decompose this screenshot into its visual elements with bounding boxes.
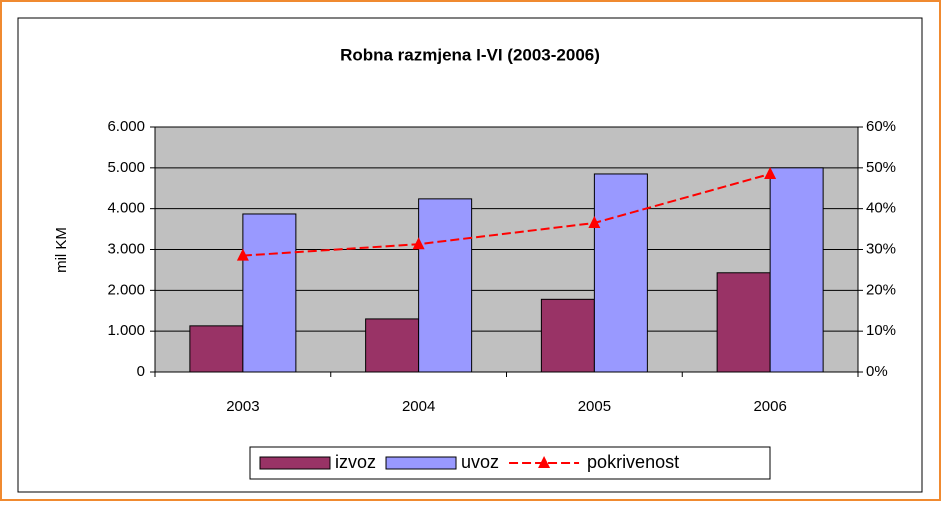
legend-swatch	[385, 456, 457, 470]
legend-marker	[538, 456, 551, 468]
y-tick-label: 2.000	[107, 281, 145, 298]
bar	[716, 272, 771, 373]
y2-tick-label: 0%	[866, 363, 888, 380]
y2-tick-label: 10%	[866, 322, 896, 339]
legend-swatch	[259, 456, 331, 470]
y2-tick-label: 30%	[866, 240, 896, 257]
x-tick-label: 2005	[578, 398, 611, 415]
bar	[418, 198, 473, 373]
y-tick-label: 3.000	[107, 240, 145, 257]
y2-tick-label: 40%	[866, 200, 896, 217]
y-axis-label: mil KM	[53, 227, 70, 273]
y-tick-label: 1.000	[107, 322, 145, 339]
legend-label: pokrivenost	[587, 452, 679, 472]
chart-title: Robna razmjena I-VI (2003-2006)	[340, 45, 600, 64]
marker	[412, 237, 425, 250]
bar	[540, 298, 595, 373]
x-tick-label: 2003	[226, 398, 259, 415]
y2-tick-label: 20%	[866, 281, 896, 298]
marker	[764, 166, 777, 179]
legend-label: uvoz	[461, 452, 499, 472]
y2-tick-label: 50%	[866, 159, 896, 176]
bar	[365, 318, 420, 373]
bar	[769, 167, 824, 373]
legend-label: izvoz	[335, 452, 376, 472]
y-tick-label: 4.000	[107, 200, 145, 217]
y2-tick-label: 60%	[866, 118, 896, 135]
bar	[593, 173, 648, 373]
line	[242, 172, 771, 257]
bar	[189, 325, 244, 373]
y-tick-label: 6.000	[107, 118, 145, 135]
x-tick-label: 2006	[753, 398, 786, 415]
marker	[588, 215, 601, 228]
bar	[242, 213, 297, 373]
y-tick-label: 0	[137, 363, 145, 380]
marker	[236, 248, 249, 261]
x-tick-label: 2004	[402, 398, 435, 415]
y-tick-label: 5.000	[107, 159, 145, 176]
